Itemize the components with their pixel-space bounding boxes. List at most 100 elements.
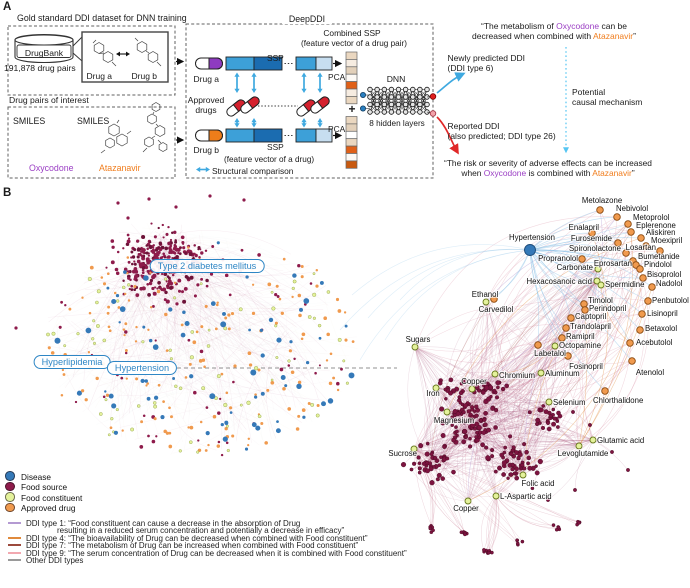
food-source-dot: [440, 420, 446, 426]
quote1-p1: “The metabolism of: [480, 20, 557, 31]
food-source-dot: [474, 413, 479, 418]
network-edge: [254, 366, 268, 382]
scatter-dot: [146, 282, 150, 286]
scatter-dot: [175, 302, 179, 306]
network-edge: [413, 448, 465, 534]
network-node-copper: [464, 497, 472, 505]
scatter-dot: [280, 375, 286, 380]
scatter-dot: [247, 437, 251, 441]
scatter-dot: [64, 304, 67, 307]
dnn-node: [402, 94, 409, 100]
scatter-dot: [224, 273, 229, 278]
network-edge: [95, 316, 210, 353]
scatter-dot: [200, 325, 204, 329]
network-edge: [455, 232, 593, 428]
outlier-dot: [126, 216, 130, 220]
scatter-dot: [126, 272, 129, 275]
food-source-dot: [485, 455, 491, 461]
network-edge: [433, 427, 480, 468]
scatter-dot: [215, 303, 219, 307]
food-source-dot: [429, 452, 434, 457]
network-edge: [427, 372, 542, 464]
food-source-dot: [497, 465, 502, 471]
network-node-label: Spermidine: [605, 280, 644, 289]
network-edge: [520, 401, 550, 466]
network-edge: [529, 244, 627, 254]
network-edge: [134, 270, 252, 444]
network-edge: [535, 280, 598, 467]
network-edge: [485, 303, 585, 432]
scatter-dot: [326, 332, 330, 337]
molecule-bond: [100, 149, 106, 154]
food-source-dot: [515, 538, 519, 543]
network-edge: [520, 401, 550, 469]
scatter-dot: [107, 325, 111, 329]
network-edge: [547, 439, 594, 501]
gold-dataset-box: [7, 25, 176, 96]
scatter-dot: [80, 389, 85, 393]
network-edge: [440, 345, 556, 382]
scatter-dot: [151, 244, 155, 248]
scatter-dot: [222, 436, 228, 442]
scatter-dot: [139, 250, 143, 254]
network-node-label: Perindopril: [589, 304, 627, 313]
scatter-dot: [244, 447, 249, 451]
network-edge: [545, 345, 556, 412]
scatter-dot: [199, 349, 204, 354]
dnn-connection: [405, 89, 414, 113]
scatter-dot: [195, 330, 199, 334]
network-edge: [529, 237, 619, 251]
network-edge: [529, 209, 601, 251]
scatter-dot: [248, 363, 253, 367]
ssp-vector-cell: [345, 81, 358, 90]
network-edge: [160, 275, 185, 284]
scatter-dot: [204, 449, 208, 452]
network-edge: [578, 286, 653, 447]
oxycodone-label: Oxycodone: [29, 162, 74, 173]
food-source-dot: [417, 461, 422, 466]
network-node-label: Losartan: [626, 243, 656, 252]
combined-ssp-title: Combined SSP: [323, 28, 381, 38]
network-node-ramipril: [558, 334, 566, 342]
network-edge: [80, 336, 357, 346]
molecule-bond: [142, 147, 148, 153]
scatter-dot: [266, 388, 270, 392]
scatter-dot: [149, 241, 152, 244]
scatter-dot: [253, 395, 258, 399]
potential-causal-label-2: causal mechanism: [572, 97, 643, 107]
network-edge: [488, 495, 500, 553]
network-node-label: Sugars: [406, 335, 431, 344]
dnn-node: [410, 101, 416, 108]
network-edge: [194, 299, 301, 386]
network-edge: [467, 440, 478, 502]
scatter-dot: [210, 301, 216, 306]
network-edge: [413, 448, 578, 522]
scatter-dot: [216, 301, 219, 304]
scatter-dot: [233, 364, 237, 368]
dnn-node: [388, 109, 395, 115]
scatter-dot: [238, 307, 243, 312]
dnn-connection: [391, 89, 399, 113]
scatter-dot: [164, 290, 168, 295]
scatter-dot: [106, 286, 110, 290]
network-node-nebivolol: [613, 213, 621, 221]
network-edge: [97, 314, 257, 387]
network-node-hexacosanoic-acid: [593, 277, 601, 285]
scatter-dot: [110, 260, 115, 265]
network-edge: [445, 389, 550, 404]
network-edge: [413, 448, 454, 473]
scatter-dot: [124, 351, 128, 355]
scatter-dot: [280, 311, 284, 315]
molecule-bond: [152, 111, 155, 115]
network-edge: [540, 327, 567, 374]
scatter-dot: [164, 277, 168, 281]
scatter-dot: [205, 406, 209, 409]
scatter-dot: [162, 287, 167, 292]
scatter-dot: [127, 283, 131, 287]
food-source-dot: [481, 430, 487, 435]
scatter-dot: [115, 408, 119, 412]
scatter-dot: [189, 425, 194, 430]
scatter-dot: [136, 255, 140, 259]
food-source-dot: [444, 397, 448, 401]
network-edge: [149, 291, 288, 408]
